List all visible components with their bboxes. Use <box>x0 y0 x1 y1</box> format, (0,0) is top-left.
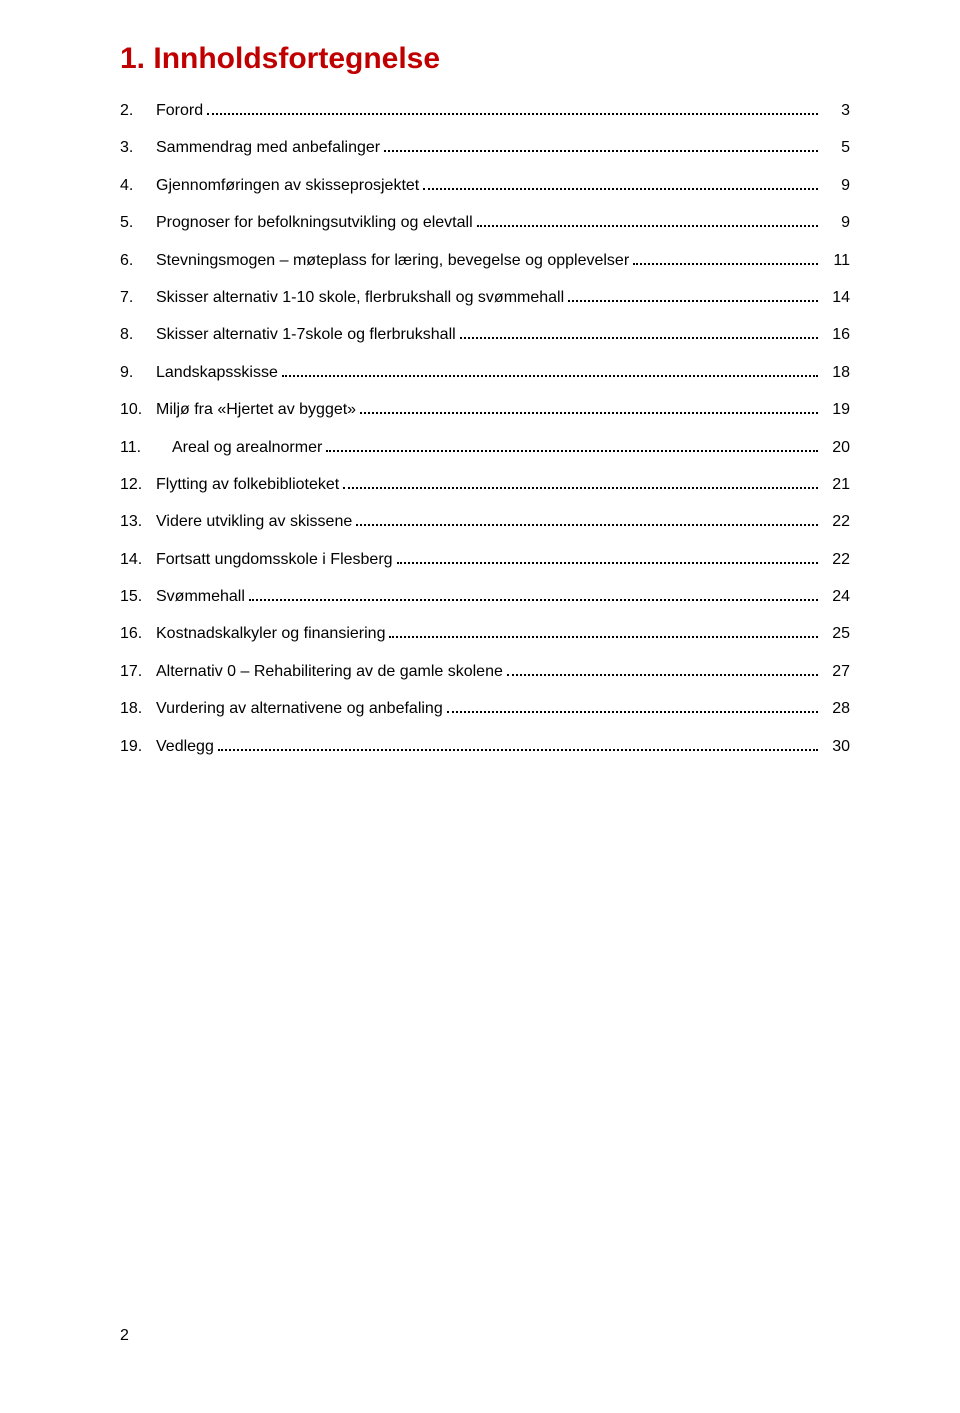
toc-entry: 14. Fortsatt ungdomsskole i Flesberg 22 <box>120 549 850 571</box>
toc-entry: 16. Kostnadskalkyler og finansiering 25 <box>120 623 850 645</box>
toc-entry: 8. Skisser alternativ 1-7skole og flerbr… <box>120 324 850 346</box>
toc-entry-page: 5 <box>822 137 850 159</box>
toc-entry-label: Gjennomføringen av skisseprosjektet <box>156 175 419 197</box>
page-number: 2 <box>120 1327 129 1345</box>
toc-entry-page: 14 <box>822 287 850 309</box>
toc-dot-leader <box>282 362 818 376</box>
toc-entry: 19. Vedlegg 30 <box>120 736 850 758</box>
toc-entry: 3. Sammendrag med anbefalinger 5 <box>120 137 850 159</box>
toc-entry-page: 11 <box>822 250 850 272</box>
toc-entry-label: Svømmehall <box>156 586 245 608</box>
toc-entry: 5. Prognoser for befolkningsutvikling og… <box>120 212 850 234</box>
toc-entry-number: 4. <box>120 175 156 197</box>
toc-entry-label: Flytting av folkebiblioteket <box>156 474 339 496</box>
toc-entry-label: Vedlegg <box>156 736 214 758</box>
toc-entry: 12. Flytting av folkebiblioteket 21 <box>120 474 850 496</box>
toc-entry-page: 21 <box>822 474 850 496</box>
toc-dot-leader <box>356 512 818 526</box>
table-of-contents: 2. Forord 3 3. Sammendrag med anbefaling… <box>120 100 850 758</box>
toc-entry: 15. Svømmehall 24 <box>120 586 850 608</box>
toc-entry-page: 27 <box>822 661 850 683</box>
toc-dot-leader <box>568 288 818 302</box>
toc-entry: 18. Vurdering av alternativene og anbefa… <box>120 698 850 720</box>
toc-dot-leader <box>397 549 818 563</box>
toc-entry-page: 25 <box>822 623 850 645</box>
toc-entry-number: 18. <box>120 698 156 720</box>
toc-entry-number: 6. <box>120 250 156 272</box>
toc-entry-page: 9 <box>822 212 850 234</box>
toc-entry-label: Forord <box>156 100 203 122</box>
toc-entry-number: 11. <box>120 437 156 459</box>
toc-entry: 4. Gjennomføringen av skisseprosjektet 9 <box>120 175 850 197</box>
toc-entry-label: Skisser alternativ 1-10 skole, flerbruks… <box>156 287 564 309</box>
toc-entry: 6. Stevningsmogen – møteplass for læring… <box>120 250 850 272</box>
toc-dot-leader <box>507 661 818 675</box>
toc-entry-number: 3. <box>120 137 156 159</box>
toc-entry-page: 20 <box>822 437 850 459</box>
toc-dot-leader <box>384 138 818 152</box>
toc-entry-label: Vurdering av alternativene og anbefaling <box>156 698 443 720</box>
toc-entry-label: Areal og arealnormer <box>156 437 322 459</box>
toc-dot-leader <box>218 736 818 750</box>
toc-entry-number: 8. <box>120 324 156 346</box>
toc-entry-page: 16 <box>822 324 850 346</box>
toc-entry-label: Sammendrag med anbefalinger <box>156 137 380 159</box>
toc-entry-page: 19 <box>822 399 850 421</box>
toc-entry-number: 10. <box>120 399 156 421</box>
toc-dot-leader <box>343 475 818 489</box>
toc-entry-label: Skisser alternativ 1-7skole og flerbruks… <box>156 324 456 346</box>
toc-dot-leader <box>249 587 818 601</box>
toc-entry-number: 16. <box>120 623 156 645</box>
toc-title: 1. Innholdsfortegnelse <box>120 42 850 76</box>
toc-entry-page: 18 <box>822 362 850 384</box>
toc-dot-leader <box>477 213 818 227</box>
toc-entry-number: 9. <box>120 362 156 384</box>
toc-entry: 7. Skisser alternativ 1-10 skole, flerbr… <box>120 287 850 309</box>
toc-entry-page: 22 <box>822 511 850 533</box>
toc-dot-leader <box>447 699 818 713</box>
toc-entry-number: 19. <box>120 736 156 758</box>
toc-dot-leader <box>207 101 818 115</box>
toc-entry-number: 15. <box>120 586 156 608</box>
toc-entry-label: Miljø fra «Hjertet av bygget» <box>156 399 356 421</box>
toc-dot-leader <box>633 250 818 264</box>
toc-entry-number: 13. <box>120 511 156 533</box>
toc-entry-label: Fortsatt ungdomsskole i Flesberg <box>156 549 393 571</box>
toc-entry-page: 24 <box>822 586 850 608</box>
toc-entry-label: Alternativ 0 – Rehabilitering av de gaml… <box>156 661 503 683</box>
toc-entry-page: 9 <box>822 175 850 197</box>
toc-entry: 17. Alternativ 0 – Rehabilitering av de … <box>120 661 850 683</box>
toc-entry-number: 12. <box>120 474 156 496</box>
toc-dot-leader <box>389 624 818 638</box>
toc-entry: 11. Areal og arealnormer 20 <box>120 437 850 459</box>
toc-entry: 10. Miljø fra «Hjertet av bygget» 19 <box>120 399 850 421</box>
toc-entry-label: Stevningsmogen – møteplass for læring, b… <box>156 250 629 272</box>
toc-dot-leader <box>326 437 818 451</box>
toc-dot-leader <box>423 175 818 189</box>
toc-entry-page: 30 <box>822 736 850 758</box>
toc-entry-label: Landskapsskisse <box>156 362 278 384</box>
toc-entry-page: 3 <box>822 100 850 122</box>
toc-entry-number: 2. <box>120 100 156 122</box>
document-page: 1. Innholdsfortegnelse 2. Forord 3 3. Sa… <box>0 0 960 1413</box>
toc-entry-number: 7. <box>120 287 156 309</box>
toc-entry: 13. Videre utvikling av skissene 22 <box>120 511 850 533</box>
toc-entry-number: 5. <box>120 212 156 234</box>
toc-entry-number: 14. <box>120 549 156 571</box>
toc-entry-label: Prognoser for befolkningsutvikling og el… <box>156 212 473 234</box>
toc-entry-number: 17. <box>120 661 156 683</box>
toc-entry-label: Kostnadskalkyler og finansiering <box>156 623 385 645</box>
toc-dot-leader <box>460 325 818 339</box>
toc-entry: 9. Landskapsskisse 18 <box>120 362 850 384</box>
toc-entry-page: 22 <box>822 549 850 571</box>
toc-entry-page: 28 <box>822 698 850 720</box>
toc-entry: 2. Forord 3 <box>120 100 850 122</box>
toc-dot-leader <box>360 400 818 414</box>
toc-entry-label: Videre utvikling av skissene <box>156 511 352 533</box>
